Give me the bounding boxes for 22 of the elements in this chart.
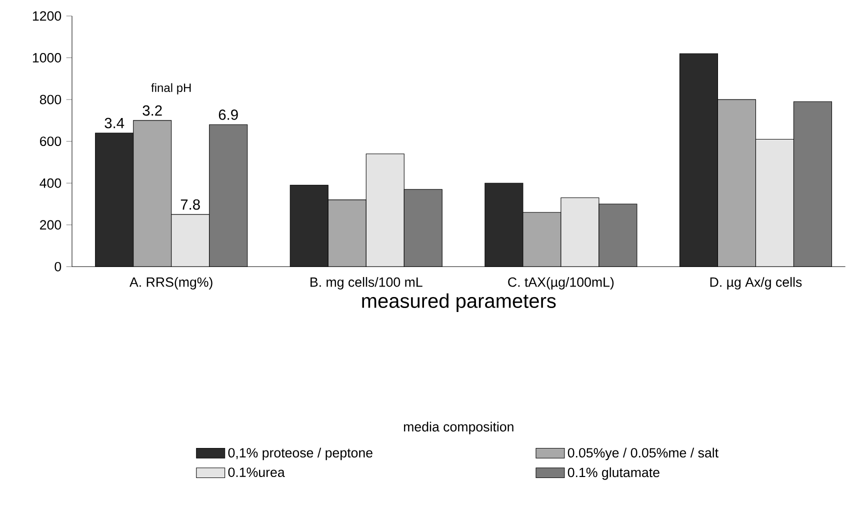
- annotation: 7.8: [180, 199, 200, 210]
- y-tick-label: 200: [40, 220, 62, 230]
- legend-label: 0.1%urea: [228, 467, 285, 477]
- annotation: 6.9: [218, 109, 238, 120]
- legend-label: 0.05%ye / 0.05%me / salt: [568, 448, 718, 460]
- x-axis-title: measured parameters: [362, 293, 556, 312]
- x-tick-label: B. mg cells/100 mL: [310, 276, 422, 290]
- annotation: final pH: [151, 83, 191, 94]
- legend-title: media composition: [404, 422, 514, 434]
- annotation: 3.4: [104, 118, 124, 128]
- y-tick-label: 600: [40, 136, 62, 146]
- y-tick-label: 0: [54, 262, 62, 272]
- x-tick-label: A. RRS(mg%): [130, 276, 212, 290]
- legend-label: 0,1% proteose / peptone: [228, 448, 372, 460]
- y-tick-label: 1000: [32, 52, 62, 62]
- legend-label: 0.1% glutamate: [568, 467, 660, 480]
- annotation: 3.2: [142, 105, 162, 116]
- y-tick-label: 800: [40, 94, 62, 104]
- x-tick-label: C. tAX(µg/100mL): [508, 276, 614, 290]
- y-tick-label: 1200: [32, 11, 62, 21]
- x-tick-label: D. µg Ax/g cells: [710, 276, 802, 290]
- y-tick-label: 400: [40, 178, 62, 188]
